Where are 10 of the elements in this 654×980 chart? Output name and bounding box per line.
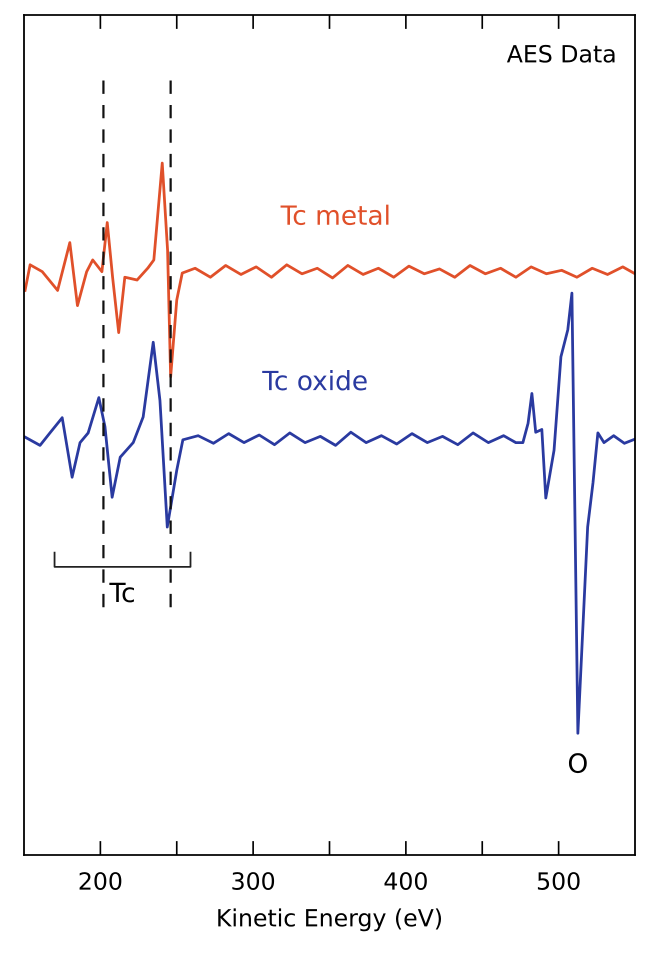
x-tick-label: 300 xyxy=(232,872,274,890)
annotation: Tc xyxy=(109,582,134,602)
series-label: Tc oxide xyxy=(262,370,367,390)
x-axis-title: Kinetic Energy (eV) xyxy=(218,908,442,932)
x-tick-label: 200 xyxy=(80,872,122,890)
x-tick-label: 500 xyxy=(538,872,580,890)
x-tick-label: 400 xyxy=(384,872,427,890)
series-label: Tc metal xyxy=(280,204,388,226)
text: AES Data xyxy=(506,44,615,63)
annotation: O xyxy=(568,753,587,774)
